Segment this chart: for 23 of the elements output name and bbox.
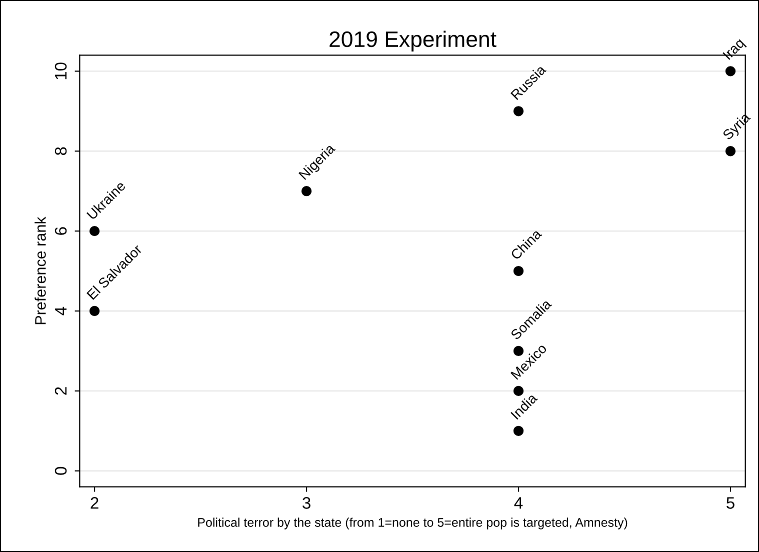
y-tick-label: 0 — [54, 466, 67, 475]
point — [89, 306, 100, 316]
annotation: Iraq — [722, 38, 747, 62]
x-tick-label: 4 — [514, 497, 523, 509]
y-tick-label: 2 — [54, 387, 67, 395]
x-axis-title: Political terror by the state (from 1=none to 5=entire pop is targeted, Amnesty) — [198, 518, 628, 530]
point — [513, 426, 524, 436]
point — [513, 266, 524, 276]
y-tick-label: 6 — [54, 227, 67, 235]
point — [301, 186, 312, 196]
chart-title: 2019 Experiment — [330, 30, 496, 52]
x-tick-label: 2 — [90, 497, 98, 509]
point — [89, 226, 100, 236]
point — [513, 106, 524, 116]
y-axis-title: Preference rank — [34, 216, 46, 324]
x-tick-label: 5 — [726, 497, 734, 509]
y-tick-label: 8 — [54, 147, 67, 156]
y-tick-label: 4 — [55, 306, 67, 316]
point — [725, 146, 736, 156]
point — [725, 66, 736, 76]
point — [513, 386, 524, 396]
x-tick-label: 3 — [302, 497, 310, 509]
y-tick-label: 10 — [54, 62, 67, 80]
